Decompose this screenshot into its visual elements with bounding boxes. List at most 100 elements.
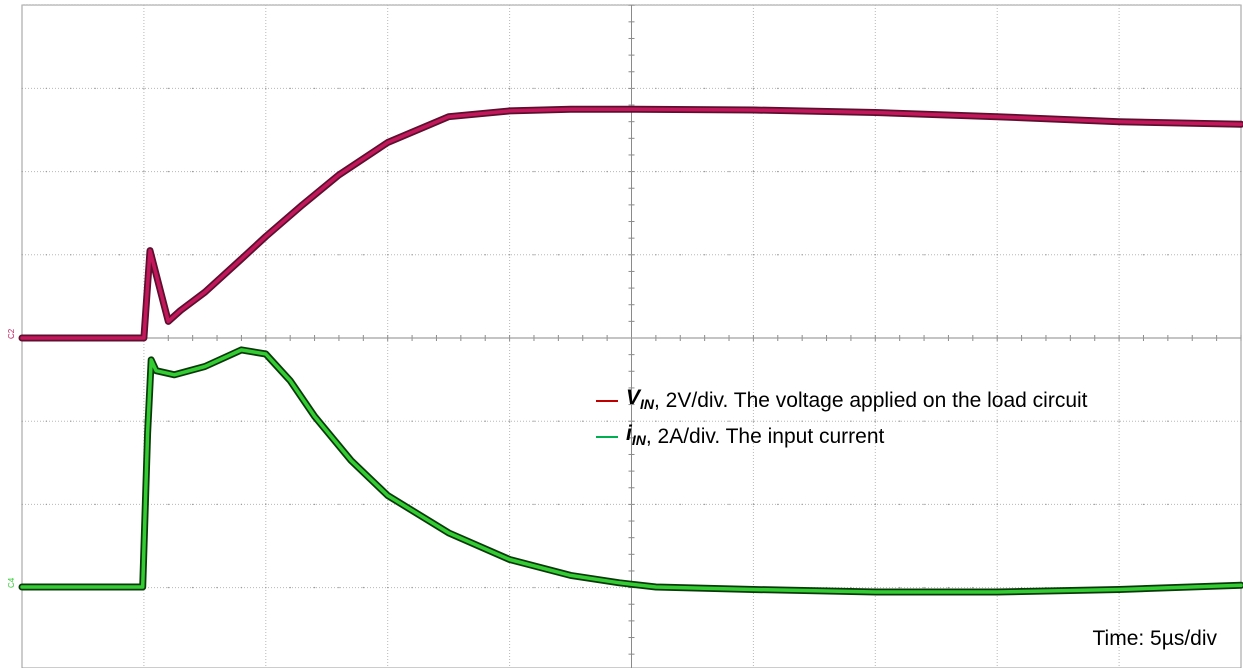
grid-dot [606,337,608,339]
grid-dot [728,254,730,256]
grid-dot [606,586,608,589]
grid-dot [972,87,974,90]
grid-dot [923,420,925,422]
grid-dot [45,254,48,256]
grid-dot [679,420,681,422]
grid-dot [508,503,511,506]
grid-dot [728,87,730,90]
grid-dot [606,170,608,173]
grid-dot [996,337,998,339]
grid-dot [1142,337,1145,339]
grid-dot [508,87,511,90]
grid-dot [996,170,998,173]
grid-dot [972,420,974,422]
grid-dot [265,586,267,589]
grid-dot [850,337,852,339]
grid-dot [533,420,535,422]
grid-dot [898,87,901,90]
grid-dot [703,337,706,339]
grid-dot [1069,87,1072,90]
grid-dot [1118,337,1120,339]
grid-dot [825,503,828,506]
timebase-label: Time: 5µs/div [1092,627,1217,650]
legend-swatch-iin [596,436,618,439]
grid-dot [703,87,706,90]
grid-dot [606,420,608,422]
grid-dot [508,170,511,173]
legend-desc-iin: , 2A/div. The input current [645,425,885,449]
grid-dot [557,586,560,589]
grid-dot [582,254,584,256]
grid-dot [1020,586,1023,589]
grid-dot [167,586,169,589]
grid-dot [484,420,486,422]
grid-dot [1191,503,1193,506]
grid-dot [484,503,486,506]
grid-dot [874,87,876,90]
grid-dot [460,503,462,506]
grid-dot [752,503,755,506]
grid-dot [21,170,23,173]
grid-dot [240,337,243,339]
grid-dot [313,254,316,256]
grid-dot [338,503,340,506]
grid-dot [118,420,121,422]
grid-dot [45,87,48,90]
grid-dot [996,87,998,90]
grid-dot [728,503,730,506]
grid-dot [874,170,876,173]
grid-dot [216,337,218,339]
grid-dot [557,503,560,506]
grid-dot [21,420,23,422]
grid-dot [655,170,657,173]
grid-dot [216,420,218,422]
grid-dot [118,170,121,173]
grid-dot [582,337,584,339]
grid-dot [240,170,243,173]
grid-dot [338,254,340,256]
grid-dot [850,503,852,506]
grid-dot [143,420,145,422]
grid-dot [655,503,657,506]
grid-dot [874,503,876,506]
grid-dot [1020,420,1023,422]
grid-dot [191,87,194,90]
grid-dot [777,254,779,256]
grid-dot [874,254,876,256]
grid-dot [70,170,72,173]
grid-dot [1069,503,1072,506]
grid-dot [655,254,657,256]
grid-dot [1045,254,1047,256]
grid-dot [1240,337,1242,339]
grid-dot [825,337,828,339]
grid-dot [362,503,365,506]
grid-dot [387,337,389,339]
grid-dot [387,420,389,422]
grid-dot [362,337,365,339]
grid-dot [679,503,681,506]
grid-dot [947,586,950,589]
grid-dot [289,87,291,90]
grid-dot [947,420,950,422]
grid-dot [947,170,950,173]
grid-dot [923,586,925,589]
grid-dot [411,586,413,589]
grid-dot [1142,254,1145,256]
grid-dot [435,337,438,339]
grid-dot [118,254,121,256]
grid-dot [557,170,560,173]
grid-dot [1215,503,1218,506]
grid-dot [898,586,901,589]
grid-dot [874,586,876,589]
grid-dot [1142,420,1145,422]
grid-dot [313,503,316,506]
grid-dot [703,170,706,173]
grid-dot [582,503,584,506]
grid-dot [1045,87,1047,90]
grid-dot [411,420,413,422]
grid-dot [387,586,389,589]
grid-dot [1118,503,1120,506]
grid-dot [898,254,901,256]
grid-dot [338,87,340,90]
